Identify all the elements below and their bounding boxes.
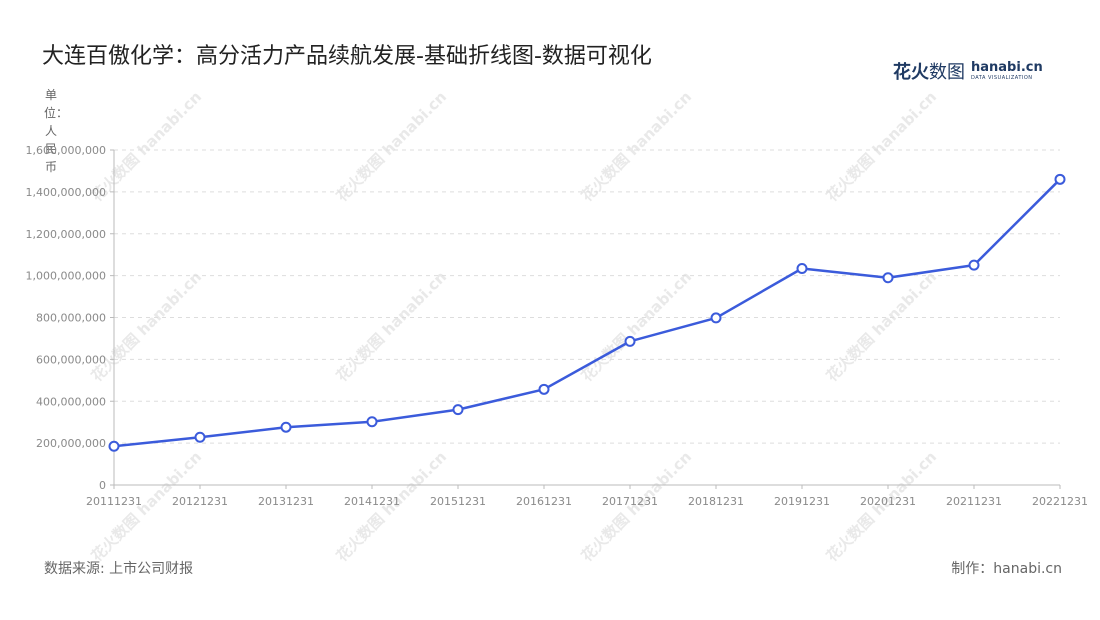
logo-cn-text: 花火数图 — [893, 58, 965, 84]
data-point — [194, 431, 206, 443]
logo-en-main: hanabi.cn — [971, 60, 1043, 75]
x-tick-label: 20151231 — [430, 495, 486, 508]
x-tick-label: 20141231 — [344, 495, 400, 508]
y-tick-label: 600,000,000 — [36, 353, 106, 366]
data-point — [796, 263, 808, 275]
y-tick-label: 1,400,000,000 — [26, 186, 106, 199]
x-tick-label: 20191231 — [774, 495, 830, 508]
data-point — [624, 335, 636, 347]
logo-cn-part2: 数图 — [929, 62, 965, 83]
watermark: 花火数图 hanabi.cn — [333, 88, 450, 205]
data-point — [1054, 173, 1066, 185]
x-tick-label: 20131231 — [258, 495, 314, 508]
data-point — [538, 383, 550, 395]
y-tick-label: 200,000,000 — [36, 437, 106, 450]
data-point — [366, 416, 378, 428]
x-tick-label: 20221231 — [1032, 495, 1088, 508]
watermark: 花火数图 hanabi.cn — [578, 268, 695, 385]
grid-lines — [110, 149, 1060, 486]
axes — [113, 150, 1060, 486]
y-tick-label: 0 — [99, 479, 106, 492]
watermark: 花火数图 hanabi.cn — [823, 88, 940, 205]
watermark-layer: 花火数图 hanabi.cn 花火数图 hanabi.cn 花火数图 hanabi.… — [88, 88, 940, 565]
y-tick-label: 1,600,000,000 — [26, 144, 106, 157]
data-source: 数据来源: 上市公司财报 — [44, 561, 194, 577]
x-tick-label: 20111231 — [86, 495, 142, 508]
hanabi-logo: 花火数图 hanabi.cn DATA VISUALIZATION — [893, 58, 1043, 84]
x-tick-label: 20121231 — [172, 495, 228, 508]
logo-en: hanabi.cn DATA VISUALIZATION — [971, 61, 1043, 81]
watermark: 花火数图 hanabi.cn — [578, 88, 695, 205]
data-point — [280, 421, 292, 433]
data-point — [710, 312, 722, 324]
chart-title: 大连百傲化学：高分活力产品续航发展-基础折线图-数据可视化 — [42, 44, 652, 69]
y-tick-label: 800,000,000 — [36, 312, 106, 325]
logo-en-sub: DATA VISUALIZATION — [971, 75, 1033, 81]
y-tick-label: 1,000,000,000 — [26, 270, 106, 283]
x-tick-label: 20161231 — [516, 495, 572, 508]
x-tick-label: 20201231 — [860, 495, 916, 508]
x-tick-label: 20171231 — [602, 495, 658, 508]
watermark: 花火数图 hanabi.cn — [333, 268, 450, 385]
x-tick-label: 20181231 — [688, 495, 744, 508]
watermark: 花火数图 hanabi.cn — [88, 268, 205, 385]
x-tick-label: 20211231 — [946, 495, 1002, 508]
y-tick-labels: 0 200,000,000 400,000,000 600,000,000 800,00… — [26, 144, 106, 492]
x-tick-labels: 20111231 20121231 20131231 20141231 20151231… — [86, 485, 1088, 508]
data-point — [882, 272, 894, 284]
data-point — [452, 404, 464, 416]
maker-credit: 制作：hanabi.cn — [951, 561, 1062, 577]
data-point — [968, 259, 980, 271]
y-axis-unit-label: 单位：人民币 — [44, 88, 69, 174]
series-line — [113, 178, 1061, 448]
y-tick-label: 400,000,000 — [36, 395, 106, 408]
series-layer — [108, 173, 1066, 452]
y-tick-label: 1,200,000,000 — [26, 228, 106, 241]
data-point — [108, 440, 120, 452]
watermark: 花火数图 hanabi.cn — [823, 268, 940, 385]
logo-cn-part1: 花火 — [893, 62, 929, 83]
